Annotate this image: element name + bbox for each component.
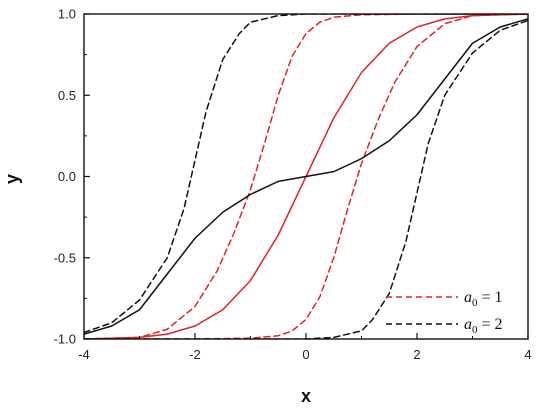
series-line-6 [84, 18, 528, 335]
series-line-4 [84, 14, 528, 334]
series-layer [84, 14, 528, 339]
y-tick-label: 0.5 [58, 88, 76, 103]
legend-label: a0 = 1 [464, 289, 503, 309]
x-axis-ticks: -4 -2 0 2 4 [78, 333, 532, 362]
x-tick-label: 2 [413, 347, 420, 362]
y-tick-label: 1.0 [58, 7, 76, 22]
x-tick-label: 0 [302, 347, 309, 362]
legend: a0 = 1 a0 = 2 [386, 289, 503, 336]
x-axis-label: x [301, 386, 311, 406]
x-tick-label: 4 [524, 347, 531, 362]
series-line-1 [84, 14, 528, 339]
y-axis-ticks: -1.0 -0.5 0.0 0.5 1.0 [54, 7, 90, 347]
y-axis-label: y [2, 174, 22, 184]
legend-label: a0 = 2 [464, 316, 503, 336]
y-tick-label: -1.0 [54, 332, 76, 347]
series-line-2 [84, 14, 528, 339]
legend-entry-2: a0 = 2 [386, 316, 503, 336]
x-tick-label: -2 [189, 347, 201, 362]
y-tick-label: -0.5 [54, 250, 76, 265]
x-tick-label: -4 [78, 347, 90, 362]
series-line-5 [84, 19, 528, 339]
legend-entry-1: a0 = 1 [386, 289, 503, 309]
y-tick-label: 0.0 [58, 169, 76, 184]
